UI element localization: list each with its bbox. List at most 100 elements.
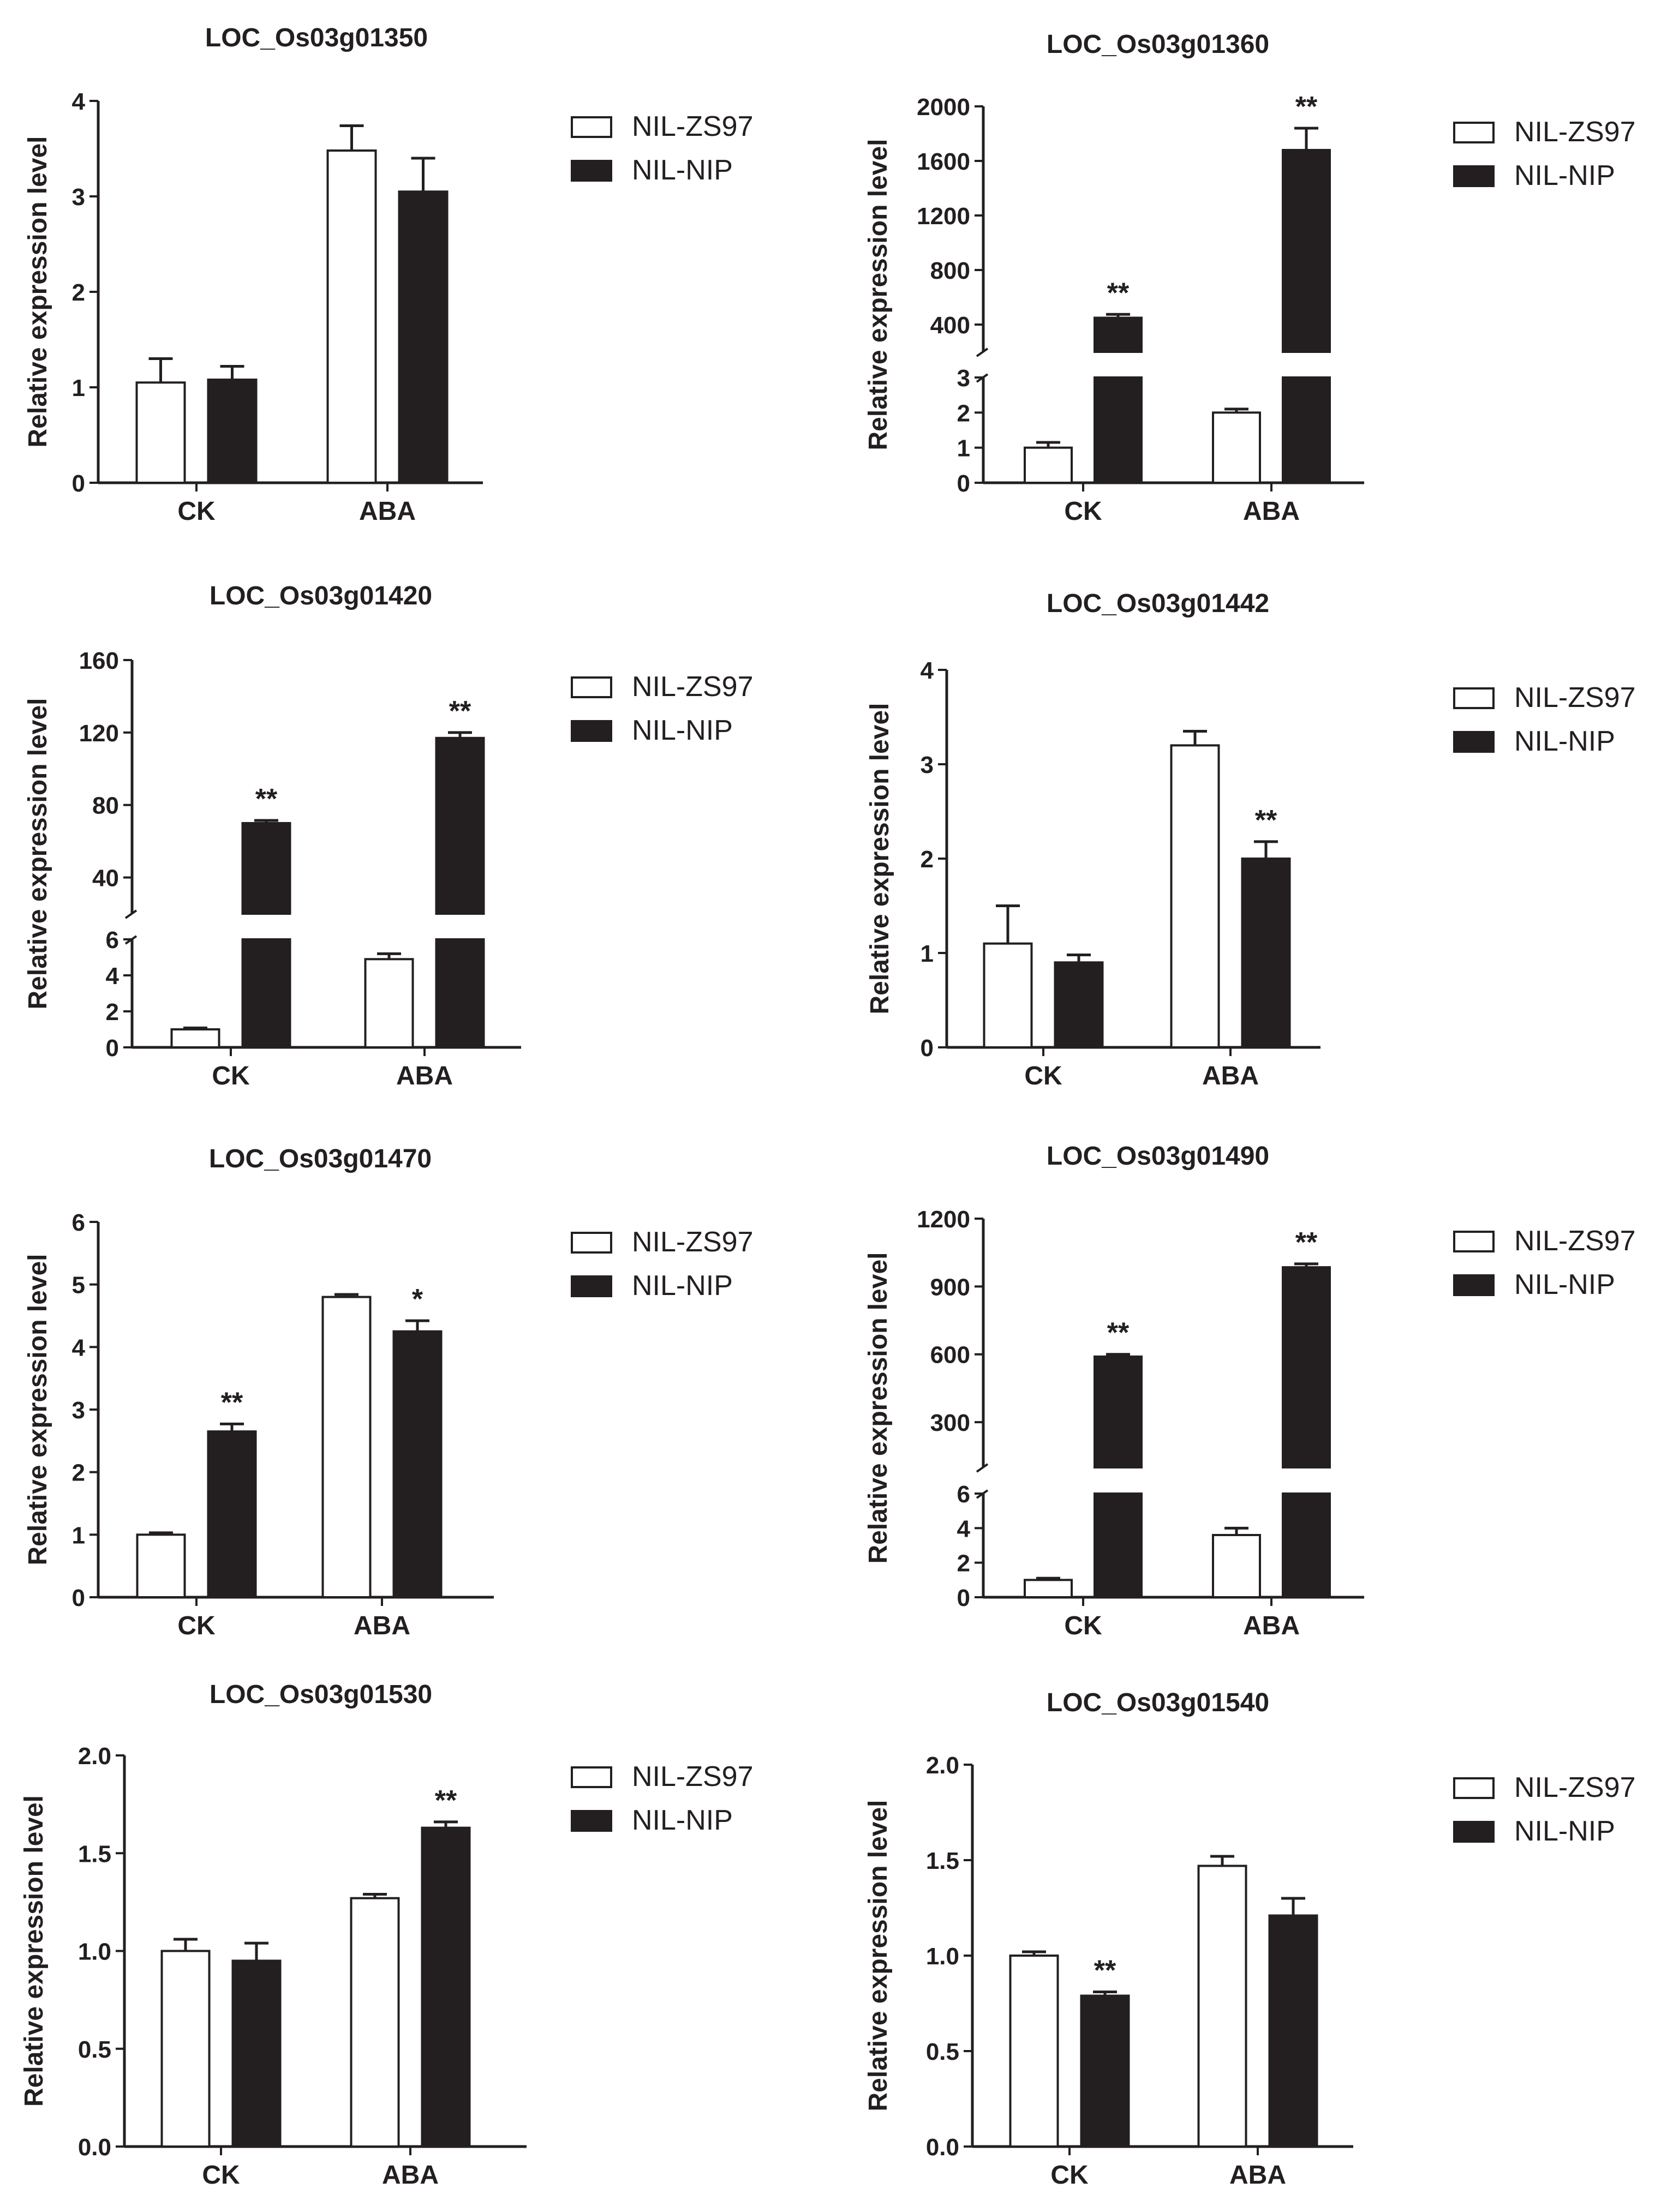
y-tick-label: 0 [957,470,970,497]
legend-label: NIL-ZS97 [632,111,754,142]
legend: NIL-ZS97 NIL-NIP [571,111,754,186]
y-tick-label: 2.0 [926,1752,959,1779]
bar-nil-zs97-aba [321,1296,372,1599]
chart-panel-6: LOC_Os03g01490 Relative expression level 0… [864,1142,1636,1640]
y-axis-label: Relative expression level [23,698,52,1010]
y-tick-label: 2 [921,846,934,873]
bar-nil-zs97-aba [1212,1534,1261,1598]
y-tick-label: 120 [79,720,119,747]
legend-label: NIL-ZS97 [1514,682,1636,714]
legend: NIL-ZS97 NIL-NIP [1453,116,1636,191]
bar-nil-nip-ck [1094,316,1143,353]
bar-nil-zs97-ck [160,1950,211,2148]
bar-nil-nip-aba-lower [435,938,485,1048]
y-tick-label: 160 [79,648,119,674]
y-tick-label: 0.0 [78,2134,111,2161]
y-tick-label: 2 [106,999,119,1026]
bar-nil-nip-ck [231,1959,282,2148]
chart-title: LOC_Os03g01540 [1047,1688,1269,1717]
y-tick-label: 0 [957,1585,970,1611]
bar-nil-nip-ck-lower [241,938,291,1048]
y-tick-label: 3 [921,752,934,778]
chart-panel-7: LOC_Os03g01530 Relative expression level 0… [20,1680,754,2190]
bar-nil-zs97-aba [350,1897,400,2148]
y-tick-label: 1 [72,375,85,401]
bar-nil-zs97-aba [364,958,414,1049]
bar-nil-nip-ck [1094,1355,1143,1469]
bar-nil-zs97-ck [1024,446,1073,484]
legend-swatch-nil-zs97 [571,1232,612,1254]
bar-nil-nip-ck [207,379,258,484]
y-axis-label: Relative expression level [23,136,52,448]
bar-nil-nip-aba [392,1330,443,1599]
legend-label: NIL-ZS97 [632,671,754,703]
y-tick-label: 800 [930,257,970,284]
bar-nil-zs97-aba [1170,744,1220,1048]
bar-nil-nip-aba [435,736,485,915]
y-tick-label: 0.5 [78,2036,111,2063]
y-tick-label: 2000 [917,94,970,121]
legend-label: NIL-NIP [632,154,733,186]
y-tick-label: 2 [957,1550,970,1577]
x-category-label: ABA [382,2161,439,2190]
chart-title: LOC_Os03g01530 [210,1680,432,1709]
x-category-label: CK [202,2161,240,2190]
legend: NIL-ZS97 NIL-NIP [1453,682,1636,757]
significance-marker: ** [1107,1317,1130,1349]
legend-swatch-nil-zs97 [571,676,612,698]
y-tick-label: 1.0 [78,1939,111,1965]
bar-nil-nip-aba-lower [1282,376,1331,484]
legend-swatch-nil-zs97 [1453,687,1495,709]
legend: NIL-ZS97 NIL-NIP [1453,1772,1636,1847]
bar-nil-nip-ck [241,822,291,915]
x-category-label: ABA [1229,2161,1286,2190]
bar-nil-zs97-ck [1024,1579,1073,1598]
legend-swatch-nil-zs97 [1453,122,1495,143]
y-axis-label: Relative expression level [23,1254,52,1566]
significance-marker: ** [221,1387,243,1418]
y-tick-label: 1.0 [926,1943,959,1970]
bar-nil-nip-aba [1282,1266,1331,1468]
legend-label: NIL-NIP [1514,726,1615,757]
chart-panel-3: LOC_Os03g01420 Relative expression level 0… [23,582,754,1090]
x-category-label: ABA [359,497,416,526]
bar-nil-zs97-aba [1212,411,1261,484]
bar-nil-nip-ck-lower [1094,1492,1143,1598]
chart-panel-8: LOC_Os03g01540 Relative expression level 0… [864,1688,1636,2190]
y-tick-label: 4 [72,1334,86,1361]
legend-label: NIL-NIP [632,715,733,746]
legend-swatch-nil-nip [1453,1821,1495,1843]
y-tick-label: 300 [930,1410,970,1436]
legend-swatch-nil-zs97 [1453,1777,1495,1799]
x-category-label: CK [1064,497,1102,526]
y-axis-label: Relative expression level [865,703,894,1015]
bar-nil-zs97-ck [1009,1955,1059,2148]
bar-nil-nip-ck [1054,961,1104,1049]
legend-label: NIL-ZS97 [1514,116,1636,148]
y-tick-label: 1.5 [78,1841,111,1867]
legend: NIL-ZS97 NIL-NIP [571,1761,754,1836]
y-tick-label: 1.5 [926,1848,959,1874]
y-axis-label: Relative expression level [864,139,893,451]
y-tick-label: 600 [930,1342,970,1369]
legend-swatch-nil-nip [571,160,612,182]
legend-swatch-nil-zs97 [1453,1231,1495,1252]
legend-swatch-nil-nip [1453,165,1495,187]
bar-nil-zs97-ck [135,381,186,484]
bar-nil-zs97-ck [983,942,1033,1048]
y-tick-label: 5 [72,1272,85,1299]
x-category-label: CK [1064,1611,1102,1640]
chart-panel-1: LOC_Os03g01350 Relative expression level 0… [23,23,754,526]
chart-title: LOC_Os03g01420 [210,582,432,610]
significance-marker: ** [449,696,471,727]
y-tick-label: 0.0 [926,2134,959,2161]
x-category-label: ABA [1243,497,1300,526]
x-category-label: ABA [1202,1062,1259,1090]
bar-nil-zs97-aba [1197,1865,1247,2148]
chart-title: LOC_Os03g01470 [209,1144,432,1173]
chart-panel-4: LOC_Os03g01442 Relative expression level 0… [865,589,1636,1090]
x-category-label: ABA [354,1611,410,1640]
y-tick-label: 3 [957,365,970,392]
y-tick-label: 0 [72,470,85,497]
